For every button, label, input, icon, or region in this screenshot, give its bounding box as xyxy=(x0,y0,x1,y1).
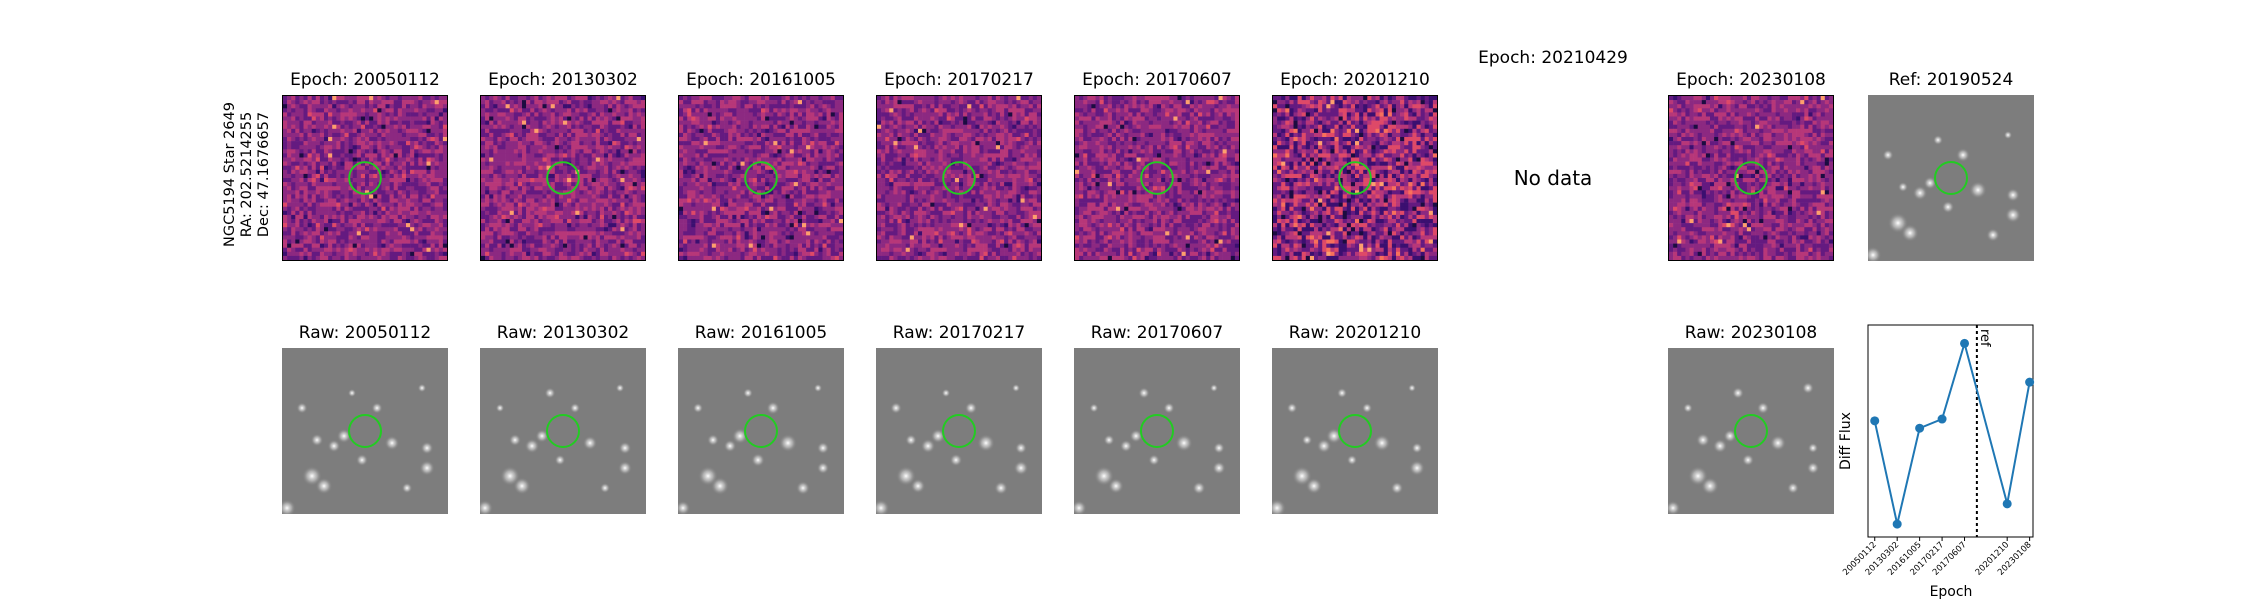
target-circle xyxy=(744,161,778,195)
data-point xyxy=(2025,377,2035,387)
target-circle xyxy=(546,161,580,195)
no-data-text: No data xyxy=(1513,166,1593,190)
difference-image xyxy=(480,95,646,261)
target-circle xyxy=(1338,414,1372,448)
raw-image xyxy=(1272,348,1438,514)
raw-panel-title: Raw: 20201210 xyxy=(1288,323,1422,343)
diff-panel-title: Epoch: 20230108 xyxy=(1676,70,1826,90)
difference-image xyxy=(282,95,448,261)
target-circle xyxy=(1734,414,1768,448)
target-circle xyxy=(348,161,382,195)
raw-panel-title: Raw: 20170217 xyxy=(892,323,1026,343)
target-circle xyxy=(1934,161,1968,195)
diff-panel-title: Epoch: 20050112 xyxy=(290,70,440,90)
star-name: NGC5194 Star 2649 xyxy=(222,102,238,247)
reference-image xyxy=(1868,95,2034,261)
raw-panel-title: Raw: 20161005 xyxy=(694,323,828,343)
chart-frame xyxy=(1867,324,2034,538)
data-point xyxy=(1915,423,1925,433)
raw-image xyxy=(1668,348,1834,514)
light-curve-chart: ref 20050112 20130302 20161005 20170217 20170… xyxy=(1841,324,2035,578)
reference-line-label: ref xyxy=(1977,329,1992,347)
target-circle xyxy=(1338,161,1372,195)
star-ra: RA: 202.5214255 xyxy=(239,111,255,238)
difference-image xyxy=(1272,95,1438,261)
raw-panel-title: Raw: 20170607 xyxy=(1090,323,1224,343)
difference-image xyxy=(876,95,1042,261)
diff-panel-title: Epoch: 20161005 xyxy=(686,70,836,90)
target-circle xyxy=(348,414,382,448)
diff-panel-title: Epoch: 20210429 xyxy=(1478,48,1628,68)
chart-x-label: Epoch xyxy=(1929,584,1973,600)
difference-image xyxy=(1668,95,1834,261)
series-line xyxy=(1873,339,2031,525)
data-point xyxy=(1937,414,1947,424)
data-point xyxy=(1960,338,1970,348)
ref-title: Ref: 20190524 xyxy=(1888,70,2014,90)
difference-image xyxy=(678,95,844,261)
target-circle xyxy=(942,414,976,448)
diff-panel-title: Epoch: 20130302 xyxy=(488,70,638,90)
diff-panel-title: Epoch: 20170217 xyxy=(884,70,1034,90)
data-point xyxy=(1870,416,1880,426)
raw-panel-title: Raw: 20130302 xyxy=(496,323,630,343)
difference-image xyxy=(1074,95,1240,261)
chart-y-label: Diff Flux xyxy=(1838,412,1854,470)
target-circle xyxy=(744,414,778,448)
target-circle xyxy=(942,161,976,195)
target-circle xyxy=(1734,161,1768,195)
raw-image xyxy=(876,348,1042,514)
raw-panel-title: Raw: 20230108 xyxy=(1684,323,1818,343)
data-point xyxy=(1892,519,1902,529)
diff-panel-title: Epoch: 20170607 xyxy=(1082,70,1232,90)
raw-image xyxy=(678,348,844,514)
target-circle xyxy=(546,414,580,448)
raw-image xyxy=(480,348,646,514)
raw-image xyxy=(282,348,448,514)
raw-image xyxy=(1074,348,1240,514)
star-info-label: NGC5194 Star 2649 RA: 202.5214255 Dec: 4… xyxy=(222,102,273,247)
star-dec: Dec: 47.1676657 xyxy=(256,111,272,238)
target-circle xyxy=(1140,161,1174,195)
target-circle xyxy=(1140,414,1174,448)
data-point xyxy=(2002,499,2012,509)
raw-panel-title: Raw: 20050112 xyxy=(298,323,432,343)
diff-panel-title: Epoch: 20201210 xyxy=(1280,70,1430,90)
